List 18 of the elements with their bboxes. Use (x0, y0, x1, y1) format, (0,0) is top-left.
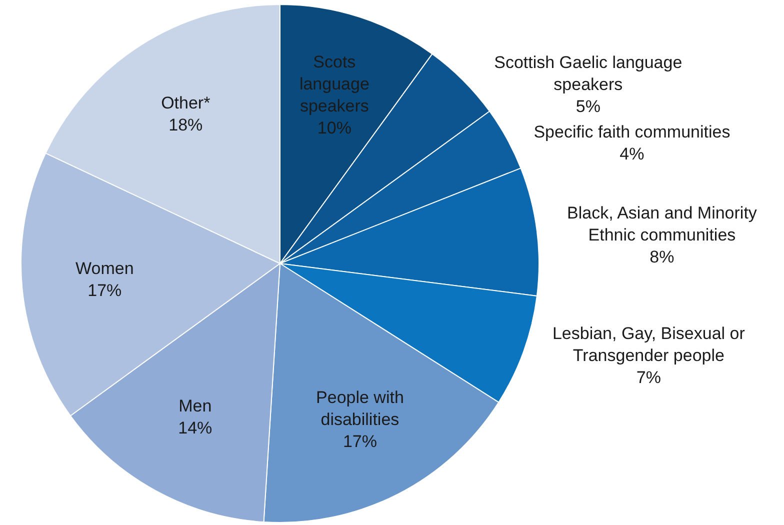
data-label: 8% (650, 248, 674, 267)
data-label: 5% (576, 97, 600, 116)
data-label: 18% (168, 115, 203, 134)
slice-label: Men (178, 396, 212, 416)
slice-label: Scots language speakers (299, 52, 370, 116)
data-label: 7% (636, 368, 661, 387)
data-label: 4% (620, 144, 644, 164)
slice-label: Scottish Gaelic language speakers (494, 53, 682, 94)
slice-label: Black, Asian and Minority Ethnic communities (566, 204, 758, 245)
slice-label: Other* (161, 93, 211, 112)
data-label: 17% (88, 280, 122, 300)
data-label: 17% (342, 432, 377, 452)
slice-label: Lesbian, Gay, Bisexual or Transgender people (552, 324, 746, 365)
data-label: 10% (317, 118, 352, 138)
slice-label: Specific faith communities (534, 122, 730, 142)
slice-label: People with disabilities (316, 388, 404, 430)
slice-label: Women (76, 258, 134, 278)
data-label: 14% (178, 418, 212, 438)
